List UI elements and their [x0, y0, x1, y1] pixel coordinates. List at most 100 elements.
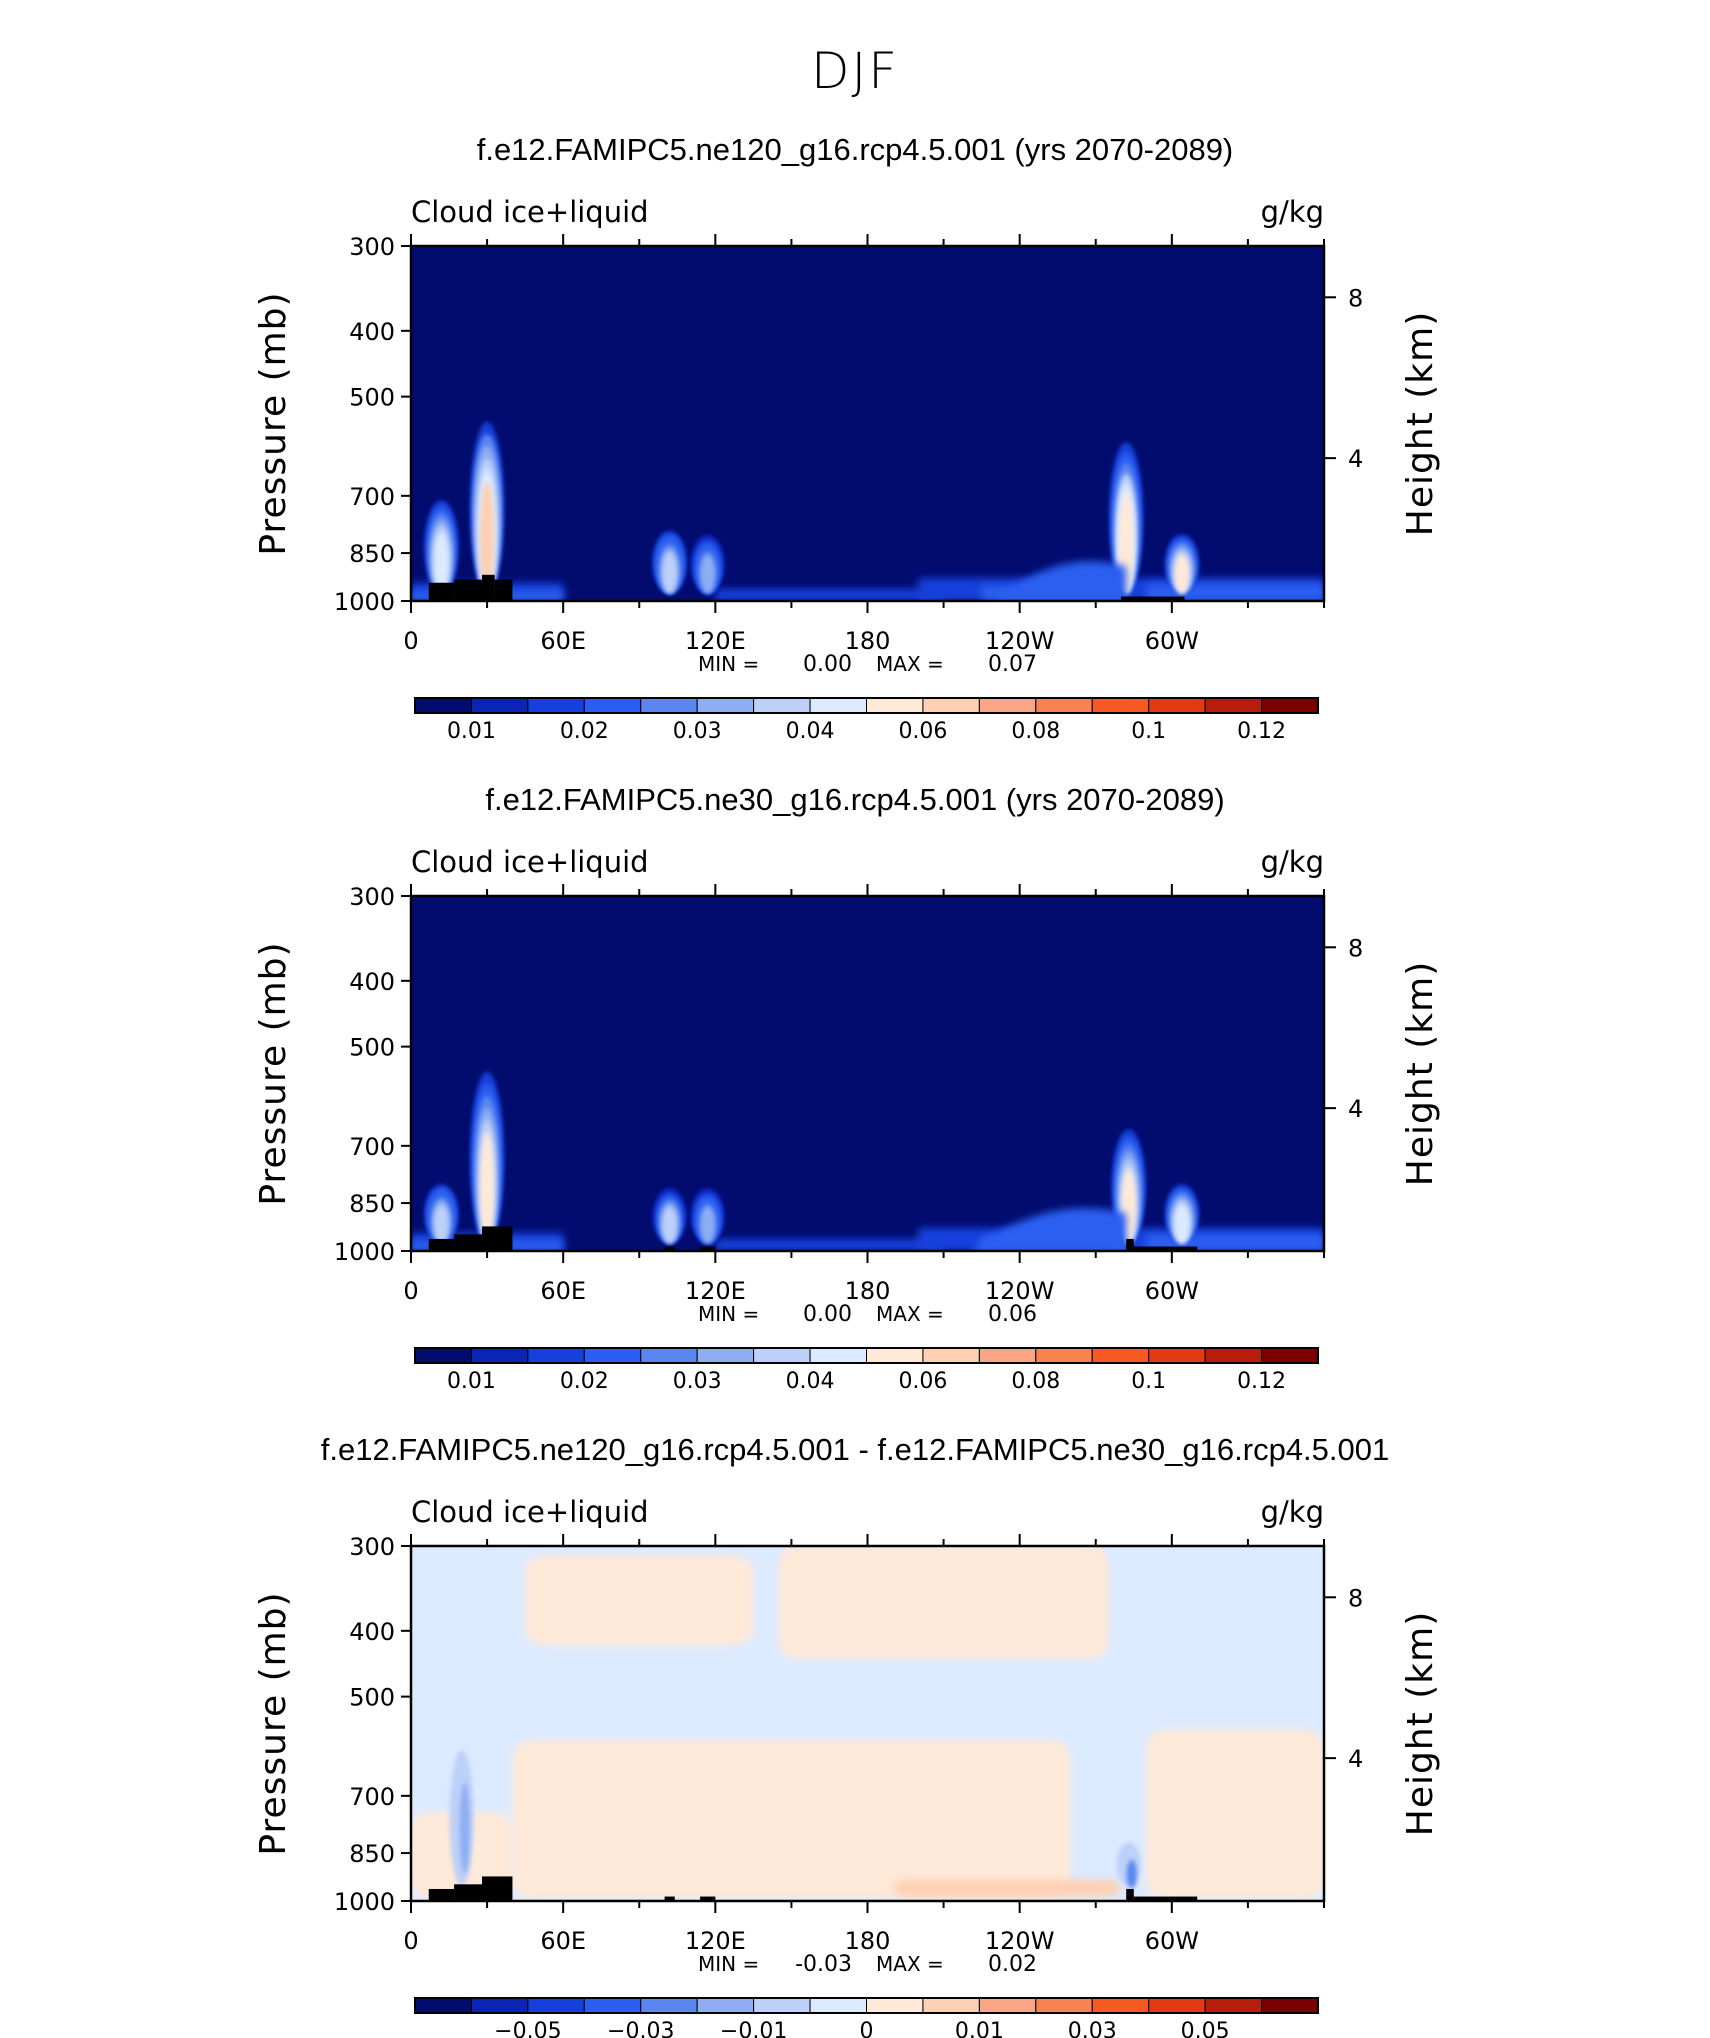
anomaly-band	[892, 1879, 1122, 1897]
colorbar-swatch	[1148, 697, 1206, 714]
colorbar-swatch	[527, 697, 585, 714]
colorbar-swatch	[978, 1997, 1037, 2014]
topography	[1121, 596, 1185, 601]
colorbar-swatch	[1148, 1997, 1206, 2014]
colorbar-frame	[414, 697, 1319, 714]
right-tick-label: 4	[1348, 1745, 1363, 1773]
figure-title: DJF	[810, 42, 899, 100]
colorbar-swatch	[1261, 1347, 1319, 1364]
y-axis-title-right: Height (km)	[1400, 961, 1441, 1186]
topography	[428, 582, 455, 601]
colorbar-label: 0.06	[898, 1369, 947, 1394]
colorbar-swatch	[1261, 697, 1319, 714]
panel-2-title: f.e12.FAMIPC5.ne30_g16.rcp4.5.001 (yrs 2…	[485, 782, 1225, 817]
topography	[1126, 1888, 1134, 1901]
colorbar-label: −0.01	[720, 2019, 787, 2038]
colorbar-label: 0.03	[1068, 2019, 1117, 2038]
colorbar-swatch	[1035, 1347, 1093, 1364]
x-tick-label: 60W	[1145, 627, 1199, 655]
cloud-plume	[700, 554, 715, 593]
x-tick-label: 120E	[685, 1927, 746, 1955]
right-tick-label: 8	[1348, 284, 1363, 312]
colorbar-swatch	[922, 697, 980, 714]
y-axis-title: Pressure (mb)	[253, 1591, 294, 1855]
min-value: 0.00	[803, 1302, 852, 1327]
contour-field	[411, 1546, 1324, 1901]
colorbar-swatch	[866, 1997, 924, 2014]
y-tick-label: 1000	[334, 1888, 395, 1916]
units-label: g/kg	[1261, 1495, 1324, 1529]
colorbar-swatch	[1091, 1347, 1150, 1364]
colorbar-swatch	[696, 697, 755, 714]
colorbar-swatch	[978, 697, 1037, 714]
colorbar-label: −0.05	[494, 2019, 561, 2038]
max-value: 0.06	[988, 1302, 1037, 1327]
colorbar-swatch	[1091, 1997, 1150, 2014]
colorbar-label: 0.01	[955, 2019, 1004, 2038]
colorbar-label: −0.03	[607, 2019, 674, 2038]
topography	[1133, 1246, 1198, 1251]
colorbar-swatch	[414, 697, 472, 714]
y-tick-label: 400	[349, 318, 395, 346]
x-tick-label: 120W	[985, 1927, 1055, 1955]
colorbar-swatch	[866, 1347, 924, 1364]
negative-anomaly-core	[459, 1782, 470, 1874]
max-label: MAX =	[876, 1302, 944, 1326]
variable-label: Cloud ice+liquid	[411, 1495, 649, 1529]
cloud-plume	[700, 1207, 715, 1243]
y-tick-label: 700	[349, 483, 395, 511]
colorbar-swatch	[978, 1347, 1037, 1364]
x-tick-label: 120E	[685, 627, 746, 655]
y-axis-title: Pressure (mb)	[253, 291, 294, 555]
x-tick-label: 120W	[985, 627, 1055, 655]
colorbar-swatch	[470, 1997, 529, 2014]
variable-label: Cloud ice+liquid	[411, 195, 649, 229]
colorbar-swatch	[583, 1347, 642, 1364]
topography	[454, 1234, 483, 1251]
anomaly-band	[525, 1555, 754, 1646]
topography	[1133, 1896, 1198, 1901]
y-tick-label: 300	[349, 233, 395, 261]
colorbar-swatch	[809, 1997, 867, 2014]
y-tick-label: 850	[349, 1840, 395, 1868]
min-label: MIN =	[698, 652, 759, 676]
colorbar-label: 0.04	[786, 719, 835, 744]
min-value: -0.03	[795, 1952, 852, 1977]
anomaly-band	[778, 1546, 1109, 1659]
x-tick-label: 120E	[685, 1277, 746, 1305]
x-tick-label: 180	[845, 1277, 891, 1305]
units-label: g/kg	[1261, 195, 1324, 229]
colorbar-label: 0.03	[673, 719, 722, 744]
min-label: MIN =	[698, 1952, 759, 1976]
colorbar-label: 0.02	[560, 719, 609, 744]
colorbar-frame	[414, 1347, 1319, 1364]
colorbar-swatch	[1148, 1347, 1206, 1364]
cloud-plume	[662, 552, 677, 593]
colorbar-label: 0.08	[1011, 1369, 1060, 1394]
colorbar-swatch	[753, 1997, 811, 2014]
topography	[454, 1884, 483, 1901]
colorbar-swatch	[527, 1997, 585, 2014]
topography	[664, 1896, 675, 1901]
topography	[482, 574, 495, 601]
colorbar-label: 0.03	[673, 1369, 722, 1394]
colorbar-swatch	[922, 1347, 980, 1364]
x-tick-label: 60E	[540, 627, 586, 655]
x-tick-label: 60E	[540, 1277, 586, 1305]
low-cloud-layer	[715, 1238, 944, 1251]
panel-1: 300 400 500 700 850 1000 8 4 0 60E 120E 180 120W 60W C…	[253, 195, 1441, 744]
cloud-shelf	[994, 561, 1127, 601]
colorbar-label: 0.01	[447, 719, 496, 744]
max-label: MAX =	[876, 652, 944, 676]
colorbar-swatch	[696, 1997, 755, 2014]
x-tick-label: 180	[845, 1927, 891, 1955]
topography	[482, 1876, 513, 1901]
panel-1-title: f.e12.FAMIPC5.ne120_g16.rcp4.5.001 (yrs …	[476, 132, 1234, 167]
panel-3: 300 400 500 700 850 1000 8 4 0 60E 120E 180 120W 60W C…	[253, 1495, 1441, 2038]
topography	[482, 1226, 513, 1251]
x-tick-label: 0	[403, 1927, 418, 1955]
anomaly-band	[512, 1740, 1071, 1899]
negative-anomaly-core	[1126, 1859, 1137, 1889]
max-value: 0.02	[988, 1952, 1037, 1977]
y-tick-label: 700	[349, 1783, 395, 1811]
